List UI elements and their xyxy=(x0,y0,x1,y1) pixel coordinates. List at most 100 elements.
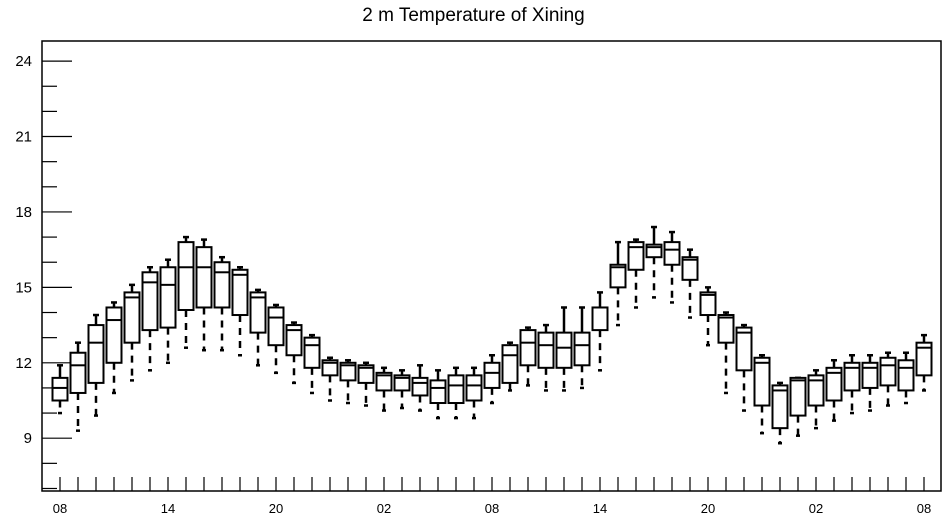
box-body xyxy=(231,268,249,317)
box-5 xyxy=(141,266,159,372)
box-body xyxy=(861,361,879,389)
x-tick-label: 08 xyxy=(53,501,67,516)
box-body xyxy=(195,246,213,309)
box-12 xyxy=(267,303,285,375)
box-body xyxy=(213,261,231,309)
tick-labels: 9 12 15 18 21 24 08 14 20 02 08 14 20 02 08 xyxy=(15,53,931,516)
box-20 xyxy=(411,364,429,412)
box-body xyxy=(807,374,825,407)
x-tick-label: 14 xyxy=(161,501,175,516)
box-2 xyxy=(87,313,105,417)
box-14 xyxy=(303,333,321,395)
y-tick-label: 12 xyxy=(15,355,32,372)
box-3 xyxy=(105,301,123,395)
box-41 xyxy=(789,376,807,437)
box-body xyxy=(177,241,195,311)
box-35 xyxy=(681,248,699,319)
box-29 xyxy=(573,306,591,390)
box-46 xyxy=(879,351,897,407)
y-tick-label: 18 xyxy=(15,204,32,221)
box-30 xyxy=(591,291,609,372)
box-44 xyxy=(843,353,861,415)
box-body xyxy=(537,331,555,369)
plot-frame xyxy=(41,40,942,492)
box-body xyxy=(717,314,735,344)
box-36 xyxy=(699,286,717,347)
x-tick-label: 14 xyxy=(593,501,607,516)
box-24 xyxy=(483,353,501,405)
box-28 xyxy=(555,306,573,392)
box-body xyxy=(591,306,609,332)
box-21 xyxy=(429,369,447,420)
box-body xyxy=(87,324,105,384)
box-body xyxy=(411,376,429,397)
box-body xyxy=(285,324,303,357)
box-31 xyxy=(609,240,627,327)
box-39 xyxy=(753,353,771,435)
box-body xyxy=(609,263,627,289)
box-19 xyxy=(393,369,411,410)
box-38 xyxy=(735,323,753,412)
box-1 xyxy=(69,341,87,432)
box-body xyxy=(447,374,465,405)
y-tick-label: 9 xyxy=(24,430,32,447)
box-body xyxy=(825,366,843,402)
box-16 xyxy=(339,359,357,405)
box-40 xyxy=(771,381,789,445)
box-body xyxy=(465,374,483,402)
box-body xyxy=(663,241,681,266)
box-body xyxy=(681,256,699,281)
box-body xyxy=(483,361,501,389)
y-tick-label: 15 xyxy=(15,279,32,296)
x-tick-label: 20 xyxy=(701,501,715,516)
box-27 xyxy=(537,323,555,392)
x-tick-label: 20 xyxy=(269,501,283,516)
box-17 xyxy=(357,361,375,407)
box-10 xyxy=(231,266,249,357)
boxes xyxy=(51,225,933,445)
box-body xyxy=(321,359,339,377)
box-body xyxy=(735,326,753,372)
box-body xyxy=(789,376,807,417)
axes xyxy=(41,40,942,492)
box-26 xyxy=(519,326,537,387)
box-48 xyxy=(915,333,933,392)
box-0 xyxy=(51,364,69,415)
box-4 xyxy=(123,283,141,382)
chart-title: 2 m Temperature of Xining xyxy=(362,5,585,26)
box-body xyxy=(627,241,645,271)
box-34 xyxy=(663,230,681,304)
box-body xyxy=(375,371,393,392)
x-tick-label: 02 xyxy=(809,501,823,516)
y-tick-label: 21 xyxy=(15,129,32,146)
box-body xyxy=(573,331,591,367)
box-32 xyxy=(627,238,645,309)
box-body xyxy=(501,344,519,384)
box-body xyxy=(51,376,69,402)
box-body xyxy=(357,364,375,384)
box-body xyxy=(429,379,447,405)
box-18 xyxy=(375,366,393,412)
box-body xyxy=(267,306,285,347)
box-47 xyxy=(897,351,915,405)
y-tick-label: 24 xyxy=(15,53,32,70)
box-body xyxy=(339,361,357,382)
box-body xyxy=(915,341,933,377)
box-body xyxy=(555,331,573,369)
box-45 xyxy=(861,353,879,412)
box-42 xyxy=(807,369,825,430)
box-25 xyxy=(501,341,519,392)
x-tick-label: 02 xyxy=(377,501,391,516)
box-body xyxy=(141,271,159,332)
box-23 xyxy=(465,366,483,420)
box-body xyxy=(879,356,897,387)
box-33 xyxy=(645,225,663,299)
box-37 xyxy=(717,311,735,395)
box-22 xyxy=(447,366,465,420)
box-body xyxy=(159,266,177,329)
box-body xyxy=(303,336,321,369)
box-body xyxy=(69,351,87,394)
box-body xyxy=(897,359,915,392)
box-8 xyxy=(195,238,213,352)
